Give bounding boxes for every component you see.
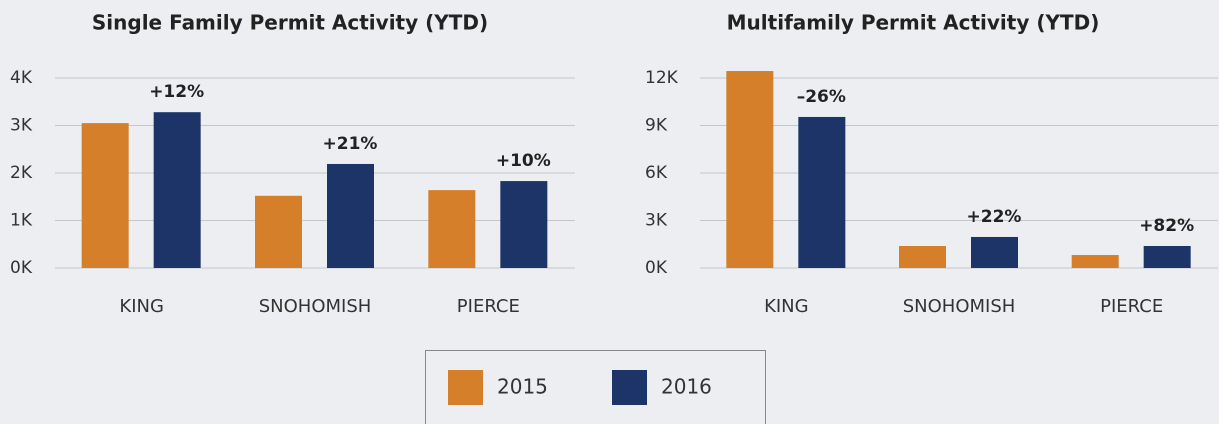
y-tick-label: 4K (10, 68, 33, 88)
chart-title: Multifamily Permit Activity (YTD) (727, 11, 1100, 35)
change-label: +21% (323, 134, 378, 154)
y-tick-label: 1K (10, 211, 33, 231)
change-label: +12% (149, 82, 204, 102)
y-tick-label: 2K (10, 163, 33, 183)
bar (81, 123, 129, 268)
legend-label: 2016 (661, 375, 712, 399)
y-tick-label: 0K (10, 258, 33, 278)
change-label: +10% (496, 151, 551, 171)
y-tick-label: 0K (645, 258, 668, 278)
x-tick-label: KING (764, 296, 809, 317)
y-tick-label: 3K (10, 116, 33, 136)
x-tick-label: PIERCE (1100, 296, 1163, 317)
legend-swatch (448, 370, 483, 405)
legend-label: 2015 (497, 375, 548, 399)
x-tick-label: SNOHOMISH (903, 296, 1016, 317)
chart-title: Single Family Permit Activity (YTD) (92, 11, 488, 35)
y-tick-label: 3K (645, 211, 668, 231)
change-label: +22% (967, 207, 1022, 227)
bar (1071, 255, 1119, 268)
bar (327, 163, 374, 268)
y-tick-label: 6K (645, 163, 668, 183)
legend-swatch (612, 370, 647, 405)
bar (899, 245, 946, 268)
x-tick-label: SNOHOMISH (259, 296, 372, 317)
y-tick-label: 9K (645, 116, 668, 136)
change-label: +82% (1139, 216, 1194, 236)
y-tick-label: 12K (645, 68, 679, 88)
bar (726, 71, 774, 269)
bar (1143, 245, 1191, 268)
bar (428, 190, 476, 268)
bar (500, 181, 548, 268)
x-tick-label: KING (119, 296, 164, 317)
bar (971, 236, 1018, 268)
bar (153, 112, 201, 268)
bar (255, 195, 302, 268)
change-label: –26% (797, 87, 846, 107)
bar (798, 116, 846, 268)
x-tick-label: PIERCE (457, 296, 520, 317)
